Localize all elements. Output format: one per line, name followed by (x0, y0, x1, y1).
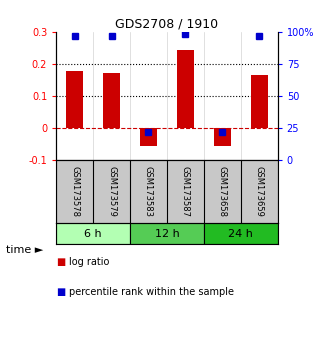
Bar (103, 73, 120, 128)
Text: log ratio: log ratio (69, 257, 109, 267)
Bar (66, 71, 83, 128)
Bar (204, 223, 278, 244)
Bar (214, 128, 230, 146)
Text: percentile rank within the sample: percentile rank within the sample (69, 287, 234, 297)
Text: ■: ■ (56, 287, 65, 297)
Bar (177, 50, 194, 128)
Text: GSM173578: GSM173578 (70, 166, 79, 217)
Text: GSM173583: GSM173583 (144, 166, 153, 217)
Text: GSM173658: GSM173658 (218, 166, 227, 217)
Text: GSM173579: GSM173579 (107, 166, 116, 217)
Text: 24 h: 24 h (228, 229, 253, 239)
Title: GDS2708 / 1910: GDS2708 / 1910 (115, 18, 219, 31)
Text: 6 h: 6 h (84, 229, 102, 239)
Text: ■: ■ (56, 257, 65, 267)
Text: GSM173587: GSM173587 (181, 166, 190, 217)
Text: time ►: time ► (6, 245, 44, 255)
Bar (56, 223, 130, 244)
Bar (130, 223, 204, 244)
Text: 12 h: 12 h (154, 229, 179, 239)
Bar (140, 128, 157, 146)
Bar (251, 75, 267, 128)
Text: GSM173659: GSM173659 (255, 166, 264, 217)
